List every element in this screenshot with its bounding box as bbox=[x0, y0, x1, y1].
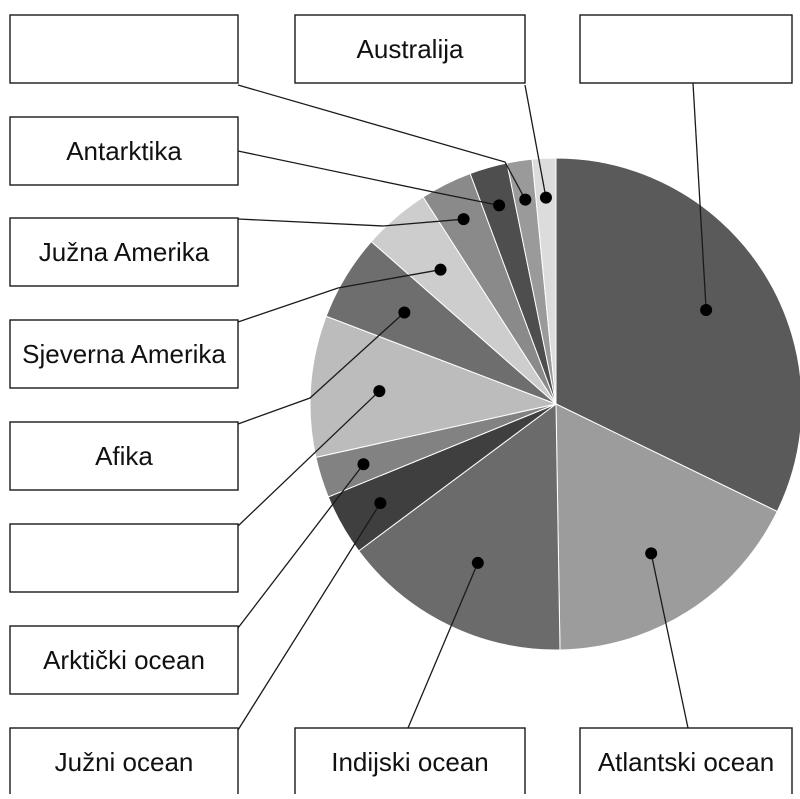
pie-slice-11 bbox=[531, 157, 557, 405]
slice-label-4: Arktički ocean bbox=[43, 645, 205, 675]
label-box-5 bbox=[9, 523, 239, 593]
slice-dot-6 bbox=[398, 306, 411, 319]
pie-slice-5 bbox=[309, 315, 558, 459]
label-box-6 bbox=[9, 421, 239, 491]
leader-line-0 bbox=[692, 82, 707, 311]
pie-slices bbox=[309, 157, 800, 651]
label-box-11 bbox=[294, 14, 526, 84]
pie-slice-0 bbox=[555, 157, 800, 513]
label-box-8 bbox=[9, 217, 239, 287]
label-box-4 bbox=[9, 625, 239, 695]
slice-dot-7 bbox=[434, 263, 447, 276]
pie-slice-1 bbox=[555, 403, 778, 651]
slice-label-8: Južna Amerika bbox=[39, 237, 210, 267]
leader-line-1 bbox=[650, 553, 689, 729]
slice-dot-9 bbox=[493, 199, 506, 212]
label-box-3 bbox=[9, 727, 239, 797]
slice-dot-8 bbox=[457, 213, 470, 226]
slice-label-11: Australija bbox=[357, 34, 464, 64]
leader-line-4 bbox=[237, 463, 364, 629]
leader-line-10 bbox=[237, 84, 526, 200]
slice-label-2: Indijski ocean bbox=[331, 747, 489, 777]
slice-dot-1 bbox=[645, 547, 658, 560]
pie-slice-2 bbox=[358, 403, 561, 651]
slice-labels: Atlantski ocean Indijski ocean Južni ocean… bbox=[9, 14, 793, 797]
slice-label-1: Atlantski ocean bbox=[598, 747, 774, 777]
label-box-2 bbox=[294, 727, 526, 797]
leader-line-11 bbox=[524, 84, 547, 198]
label-box-0 bbox=[579, 14, 793, 84]
label-box-1 bbox=[579, 727, 793, 797]
slice-dot-11 bbox=[539, 191, 552, 204]
slice-dot-10 bbox=[519, 193, 532, 206]
slice-label-9: Antarktika bbox=[66, 136, 182, 166]
slice-label-3: Južni ocean bbox=[55, 747, 194, 777]
leader-line-3 bbox=[237, 502, 381, 731]
label-box-9 bbox=[9, 116, 239, 186]
slice-label-7: Sjeverna Amerika bbox=[22, 339, 226, 369]
leader-line-7 bbox=[237, 269, 441, 323]
slice-dot-5 bbox=[373, 385, 386, 398]
label-box-10 bbox=[9, 14, 239, 84]
slice-dot-4 bbox=[357, 458, 370, 471]
leader-line-2 bbox=[407, 562, 479, 729]
slice-dot-2 bbox=[471, 556, 484, 569]
leader-line-9 bbox=[237, 150, 500, 206]
label-box-7 bbox=[9, 319, 239, 389]
slice-label-6: Afika bbox=[95, 441, 153, 471]
leader-line-5 bbox=[237, 390, 380, 527]
slice-dot-0 bbox=[700, 304, 713, 317]
slice-dot-3 bbox=[374, 497, 387, 510]
leader-line-8 bbox=[237, 218, 464, 227]
leader-line-6 bbox=[237, 311, 405, 425]
